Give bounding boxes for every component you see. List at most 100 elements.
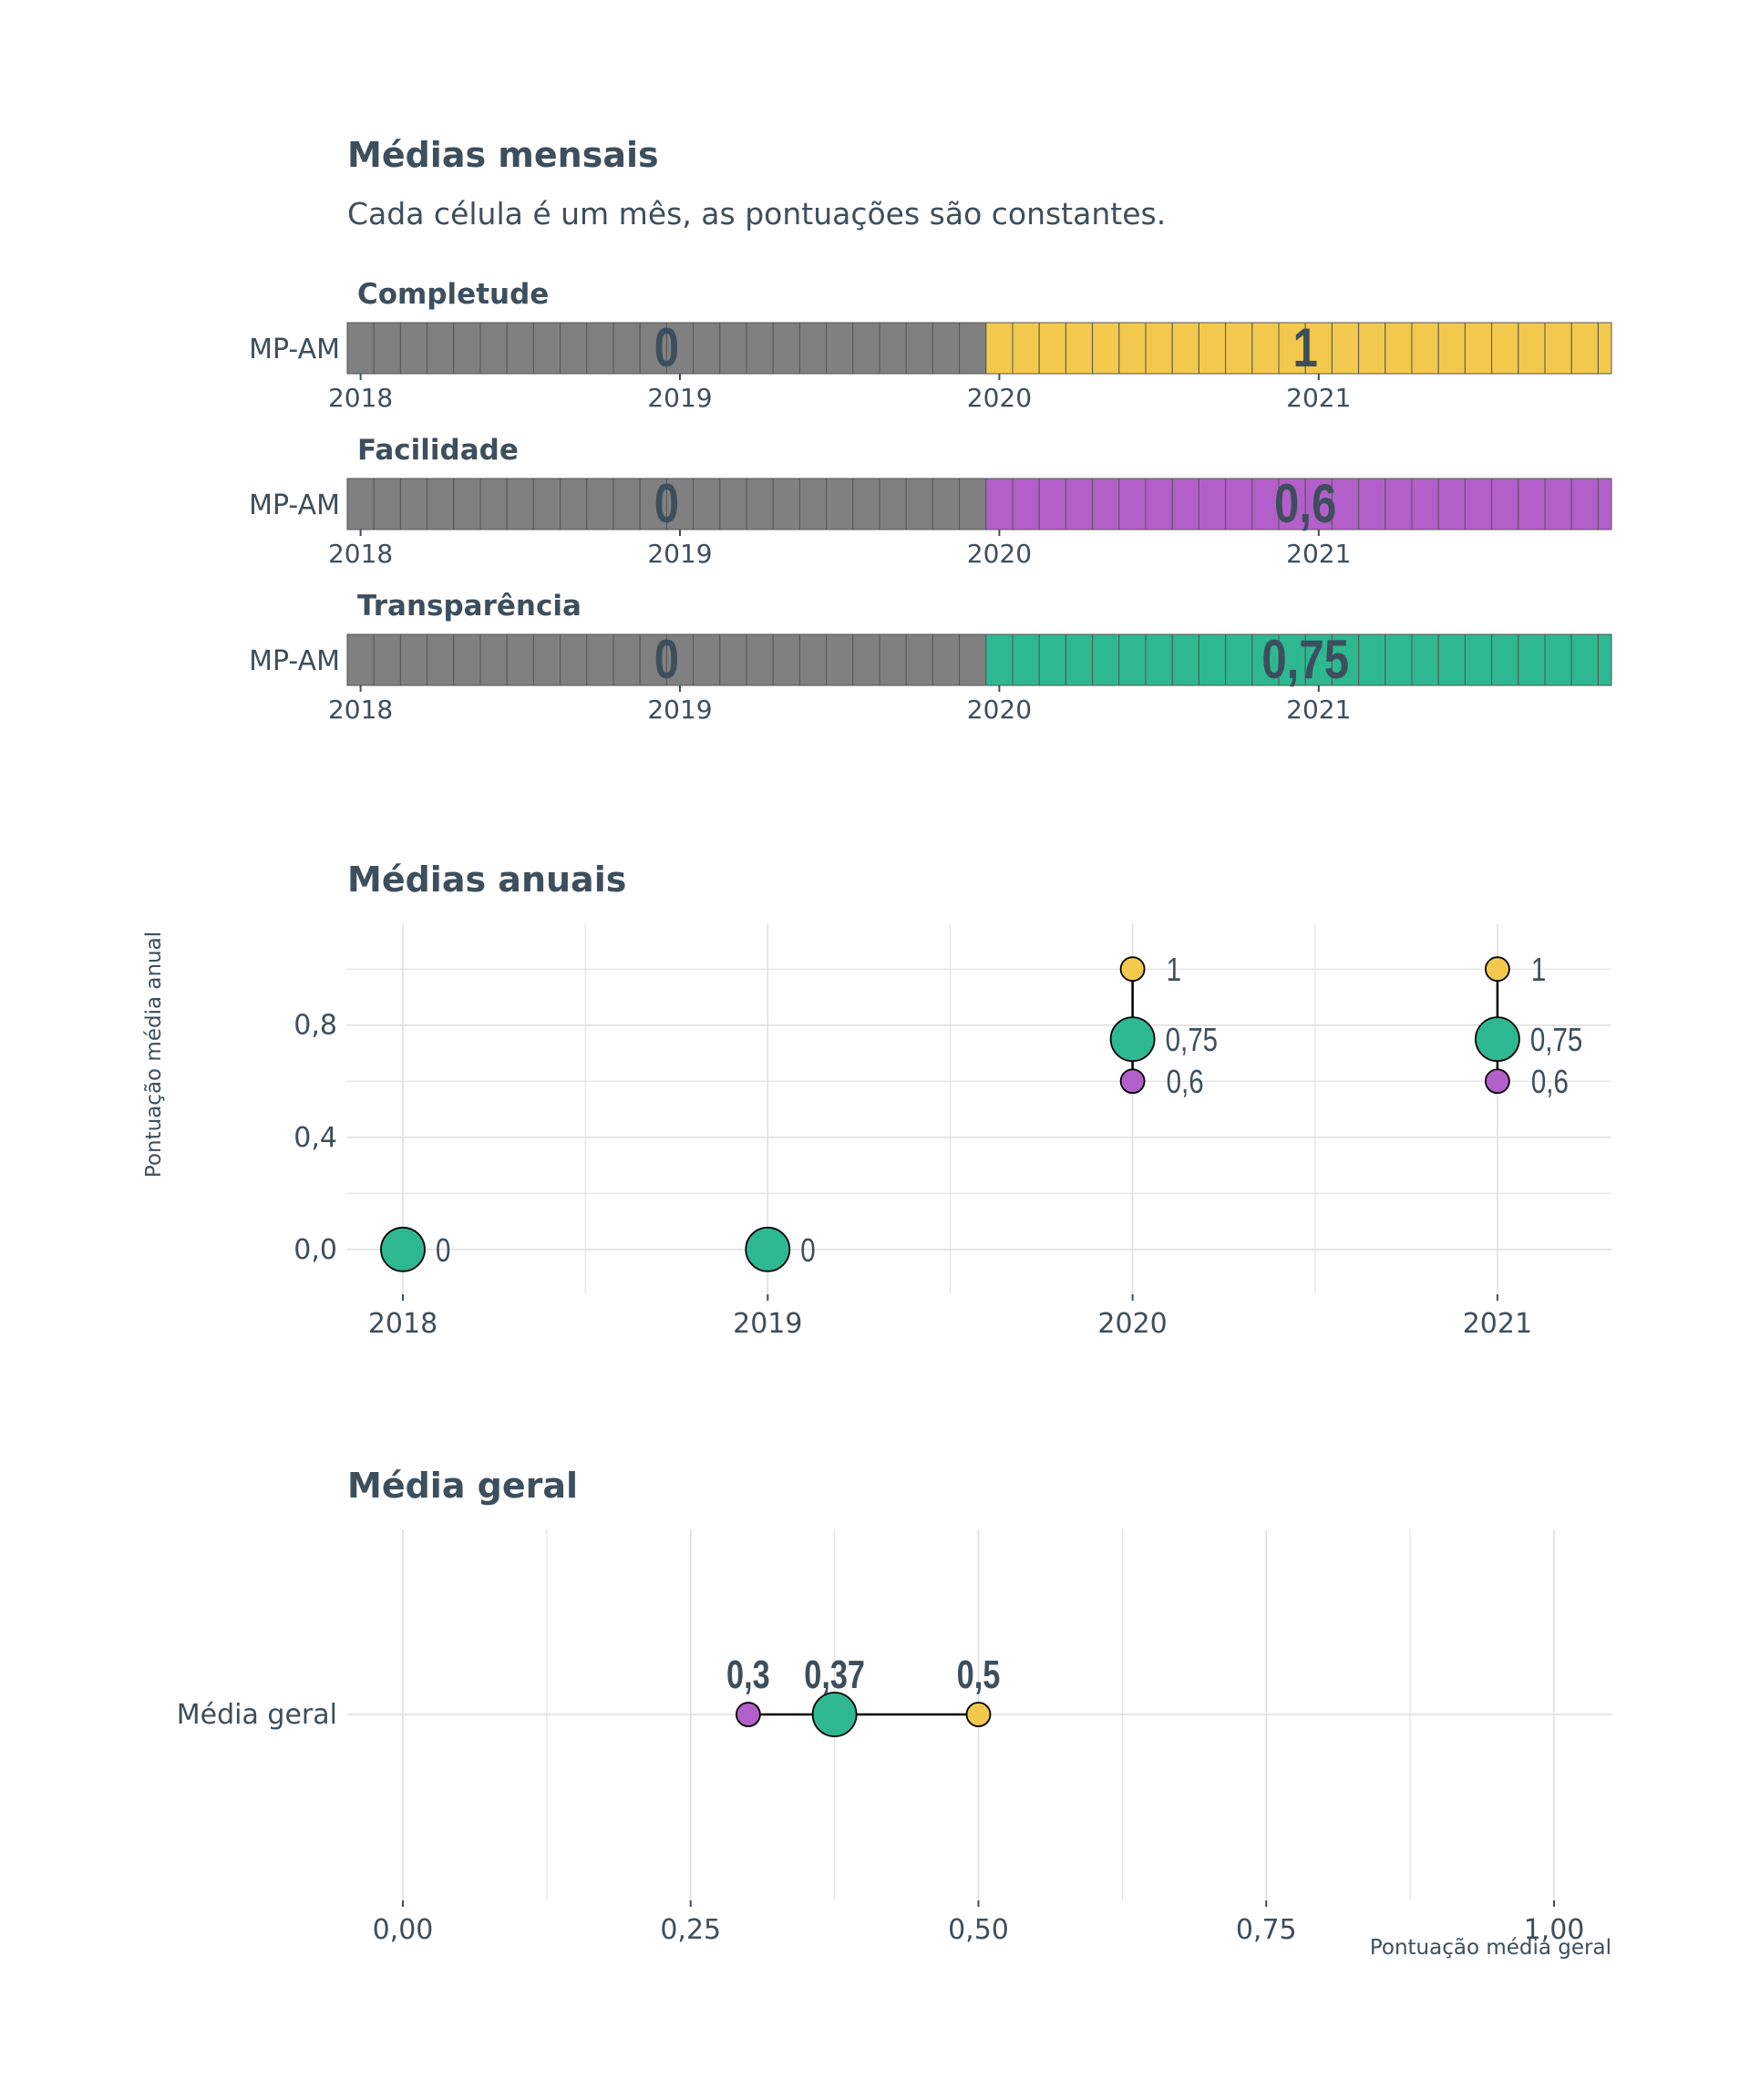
heatmap-cell bbox=[1437, 478, 1466, 530]
heatmap-title: Transparência bbox=[357, 590, 582, 623]
heatmap-cell bbox=[1118, 633, 1147, 686]
heatmap-cell bbox=[746, 478, 774, 530]
annual-gridlines bbox=[347, 924, 1611, 1294]
heatmap-cell bbox=[693, 478, 721, 530]
monthly-section-header: Médias mensais Cada célula é um mês, as … bbox=[347, 135, 1166, 232]
heatmap-segment-label: 0,6 bbox=[1274, 472, 1336, 534]
heatmap-cell bbox=[1464, 633, 1493, 686]
heatmap-cell bbox=[1518, 478, 1546, 530]
annual-point-label: 0 bbox=[800, 1231, 815, 1268]
heatmap-cell bbox=[719, 322, 747, 375]
heatmap-cell bbox=[453, 322, 481, 375]
heatmap-cell bbox=[693, 322, 721, 375]
heatmap-segment-label: 0 bbox=[654, 472, 679, 534]
overall-x-tick-label: 0,00 bbox=[373, 1914, 434, 1946]
heatmap-cell bbox=[1358, 633, 1386, 686]
annual-chart: Médias anuais Pontuação média anual 0,0 0… bbox=[142, 860, 1611, 1340]
heatmap-cell bbox=[665, 478, 695, 530]
annual-point-completude bbox=[1485, 956, 1510, 983]
annual-x-tick-label: 2018 bbox=[368, 1308, 438, 1340]
heatmap-cell bbox=[1411, 322, 1439, 375]
annual-x-tick-label: 2019 bbox=[733, 1308, 802, 1340]
heatmap-cell bbox=[639, 322, 667, 375]
heatmap-cell bbox=[1251, 322, 1280, 375]
heatmap-cell bbox=[560, 478, 588, 530]
heatmap-cell bbox=[772, 633, 800, 686]
heatmap-cell bbox=[959, 478, 987, 530]
heatmap-cell bbox=[693, 633, 721, 686]
heatmap-cell bbox=[1437, 633, 1466, 686]
heatmap-cell bbox=[453, 478, 481, 530]
heatmap-cell bbox=[399, 478, 428, 530]
heatmap-title: Facilidade bbox=[357, 434, 519, 467]
heatmap-segment-label: 0,75 bbox=[1261, 628, 1349, 690]
heatmap-cell bbox=[826, 322, 854, 375]
heatmap-cell bbox=[1358, 322, 1386, 375]
heatmap-cell bbox=[1331, 322, 1360, 375]
heatmap-cell bbox=[1065, 322, 1094, 375]
monthly-title: Médias mensais bbox=[347, 135, 659, 175]
heatmap-segment-label: 0 bbox=[654, 316, 679, 378]
heatmap-cell bbox=[1304, 633, 1333, 686]
heatmap-cell bbox=[1038, 478, 1066, 530]
heatmap-cell bbox=[1012, 322, 1040, 375]
heatmap-cell bbox=[985, 322, 1014, 375]
heatmap-cell bbox=[1544, 633, 1572, 686]
heatmap-cell bbox=[1092, 322, 1120, 375]
heatmap-cell bbox=[1358, 478, 1386, 530]
heatmap-x-tick-label: 2018 bbox=[328, 383, 393, 413]
heatmap-cell bbox=[1198, 633, 1227, 686]
heatmap-cell bbox=[1145, 322, 1173, 375]
heatmap-x-tick-label: 2019 bbox=[647, 695, 712, 725]
overall-point-label: 0,5 bbox=[957, 1652, 1001, 1697]
heatmap-cell bbox=[772, 478, 800, 530]
annual-point-transparencia bbox=[380, 1226, 426, 1272]
heatmap-cell bbox=[1385, 478, 1413, 530]
heatmap-x-tick-label: 2021 bbox=[1286, 383, 1351, 413]
annual-point-label: 0,75 bbox=[1166, 1021, 1218, 1057]
annual-point-facilidade bbox=[1485, 1068, 1510, 1095]
heatmap-cell bbox=[1491, 478, 1519, 530]
heatmap-cell bbox=[905, 633, 933, 686]
heatmap-cell bbox=[932, 322, 961, 375]
heatmap-facilidade: Facilidade MP-AM 0 0,6 2018 2019 2020 2021 bbox=[249, 434, 1612, 569]
heatmap-cell bbox=[1518, 633, 1546, 686]
heatmap-x-tick-label: 2021 bbox=[1286, 695, 1351, 725]
heatmap-cell bbox=[479, 633, 508, 686]
heatmap-cell bbox=[1198, 478, 1227, 530]
heatmap-x-tick-label: 2019 bbox=[647, 539, 712, 569]
heatmap-cell bbox=[1331, 478, 1360, 530]
heatmap-cell bbox=[1012, 478, 1040, 530]
heatmap-cell bbox=[719, 633, 747, 686]
heatmap-cell bbox=[399, 633, 428, 686]
heatmap-cell bbox=[586, 322, 614, 375]
overall-title: Média geral bbox=[347, 1466, 578, 1506]
heatmap-cell bbox=[1171, 478, 1199, 530]
heatmap-cell bbox=[560, 322, 588, 375]
heatmap-cell bbox=[1518, 322, 1546, 375]
heatmap-cell bbox=[346, 633, 375, 686]
heatmap-cell bbox=[1464, 478, 1493, 530]
annual-point-label: 0,6 bbox=[1531, 1063, 1569, 1099]
heatmap-cell bbox=[479, 478, 508, 530]
overall-point-completude bbox=[965, 1702, 992, 1727]
heatmap-cell bbox=[453, 633, 481, 686]
heatmap-x-tick-label: 2020 bbox=[967, 383, 1032, 413]
heatmap-x-tick-label: 2018 bbox=[328, 539, 393, 569]
annual-point-transparencia bbox=[1475, 1016, 1520, 1063]
heatmap-cell bbox=[1038, 322, 1066, 375]
overall-x-tick-label: 0,25 bbox=[660, 1914, 721, 1946]
heatmap-cell bbox=[532, 478, 561, 530]
heatmap-cell bbox=[985, 478, 1014, 530]
heatmap-row-label: MP-AM bbox=[249, 645, 340, 677]
heatmap-cell bbox=[479, 322, 508, 375]
heatmap-cell bbox=[373, 633, 401, 686]
heatmap-cell bbox=[612, 322, 641, 375]
annual-x-tick-label: 2020 bbox=[1097, 1308, 1167, 1340]
heatmap-cell bbox=[879, 322, 907, 375]
heatmap-title: Completude bbox=[357, 278, 549, 311]
heatmap-segment-label: 0 bbox=[654, 628, 679, 690]
heatmap-cell bbox=[798, 478, 828, 530]
heatmap-cell bbox=[506, 633, 534, 686]
